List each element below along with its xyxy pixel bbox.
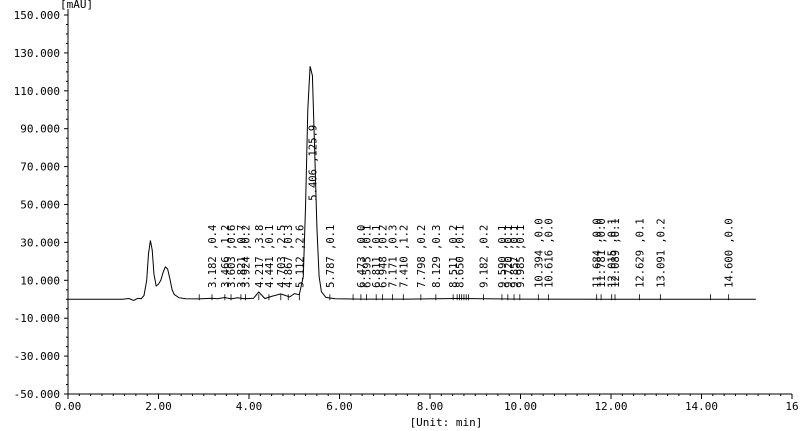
- y-tick-label: -50.000: [14, 388, 60, 401]
- x-tick-label: 14.00: [685, 400, 718, 413]
- peak-label: 6.595 ,0.1: [361, 225, 373, 288]
- y-tick-label: 90.000: [20, 123, 60, 136]
- peak-label: 4.867 ,0.3: [283, 225, 295, 288]
- peak-label: 10.616 ,0.0: [543, 218, 555, 288]
- peak-label: 13.091 ,0.2: [655, 218, 667, 288]
- peak-label: 5.406 ,125.9: [308, 125, 320, 201]
- x-tick-label: 6.00: [326, 400, 353, 413]
- y-axis-unit: [mAU]: [60, 0, 93, 11]
- chromatogram-trace: [68, 66, 756, 301]
- peak-label: 12.089 ,0.1: [610, 218, 622, 288]
- peak-label: 4.441 ,0.1: [264, 225, 276, 288]
- y-tick-label: 130.000: [14, 47, 60, 60]
- peak-label: 3.466 ,1.2: [220, 225, 232, 288]
- peak-label: 6.811 ,0.1: [371, 225, 383, 288]
- y-tick-label: 150.000: [14, 9, 60, 22]
- peak-label: 9.857 ,0.1: [509, 225, 521, 288]
- peak-label: 5.112 ,2.6: [294, 225, 306, 288]
- x-tick-label: 16: [785, 400, 798, 413]
- peak-label: 7.171 ,0.3: [388, 225, 400, 288]
- peak-label: 3.924 ,0.2: [241, 225, 253, 288]
- y-tick-label: 70.000: [20, 161, 60, 174]
- peak-label: 7.798 ,0.2: [416, 225, 428, 288]
- y-tick-label: 10.000: [20, 274, 60, 287]
- peak-label: 12.015 ,0.1: [607, 218, 619, 288]
- x-tick-label: 0.00: [55, 400, 82, 413]
- peak-label: 14.600 ,0.0: [724, 218, 736, 288]
- peak-label: 11.781 ,0.0: [596, 218, 608, 288]
- x-tick-label: 2.00: [145, 400, 172, 413]
- peak-label: 6.473 ,0.0: [356, 225, 368, 288]
- peak-label: 4.703 ,2.5: [276, 225, 288, 288]
- peak-label: 3.821 ,0.7: [236, 225, 248, 288]
- peak-labels: 3.182 ,0.4 3.466 ,1.23.603 ,0.63.821 ,0.7…: [207, 125, 736, 288]
- peak-label: 7.410 ,1.2: [398, 225, 410, 288]
- x-tick-label: 8.00: [417, 400, 444, 413]
- y-tick-label: 110.000: [14, 85, 60, 98]
- peak-label: 12.629 ,0.1: [635, 218, 647, 288]
- peak-label: 3.603 ,0.6: [226, 225, 238, 288]
- y-tick-label: -10.000: [14, 312, 60, 325]
- peak-label: 9.182 ,0.2: [479, 225, 491, 288]
- x-tick-label: 4.00: [236, 400, 263, 413]
- peak-label: 3.182 ,0.4: [207, 225, 219, 288]
- peak-label: 8.129 ,0.3: [431, 225, 443, 288]
- y-tick-label: -30.000: [14, 350, 60, 363]
- x-axis-unit: [Unit: min]: [410, 416, 483, 429]
- x-tick-label: 10.00: [504, 400, 537, 413]
- peak-label: 9.720 ,0.1: [503, 225, 515, 288]
- peak-label: 11.684 ,0.0: [592, 218, 604, 288]
- peak-label: 10.394 ,0.0: [533, 218, 545, 288]
- peak-label: 4.217 ,3.8: [254, 225, 266, 288]
- peak-label: 9.985 ,0.1: [515, 225, 527, 288]
- y-tick-label: 30.000: [20, 236, 60, 249]
- x-tick-label: 12.00: [594, 400, 627, 413]
- peak-label: 6.948 ,0.2: [377, 225, 389, 288]
- axes: 150.000 130.000 110.000 90.000 70.000 50.000 3…: [14, 9, 799, 413]
- peak-label: 5.787 ,0.1: [325, 225, 337, 288]
- peak-label: 8.511 ,0.2: [448, 225, 460, 288]
- peak-label: 8.650 ,0.1: [454, 225, 466, 288]
- y-tick-label: 50.000: [20, 199, 60, 212]
- peak-label: 9.590 ,0.1: [497, 225, 509, 288]
